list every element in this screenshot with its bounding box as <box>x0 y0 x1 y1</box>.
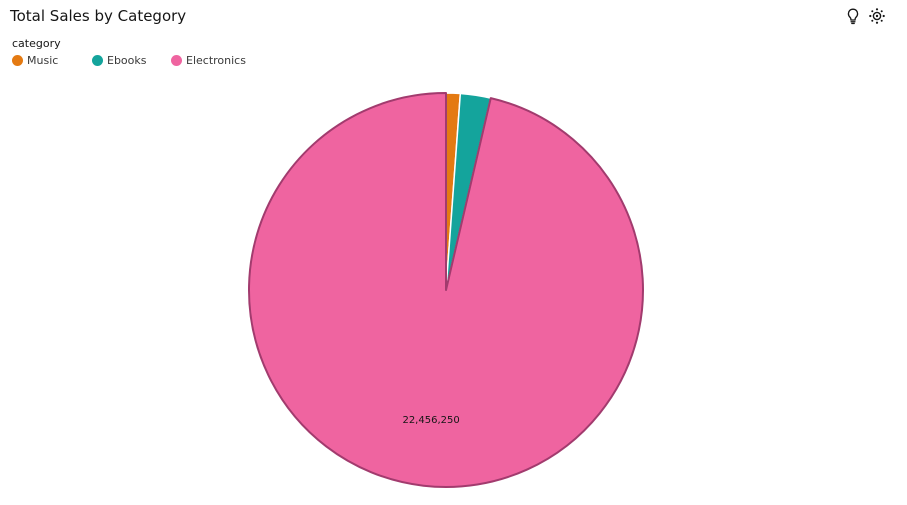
legend-item-music[interactable]: Music <box>12 52 58 68</box>
chart-header: Total Sales by Category <box>0 0 907 34</box>
chart-title: Total Sales by Category <box>10 7 187 25</box>
legend-label-ebooks: Ebooks <box>107 53 147 67</box>
legend-swatch-electronics <box>171 54 182 66</box>
legend-label-electronics: Electronics <box>186 53 246 67</box>
settings-icon <box>869 8 885 24</box>
legend-swatch-ebooks <box>92 54 103 66</box>
legend-label-music: Music <box>27 53 59 67</box>
settings-button[interactable] <box>867 6 887 26</box>
legend-item-ebooks[interactable]: Ebooks <box>92 52 147 68</box>
chart-legend: category Music Ebooks Electronics <box>12 37 312 68</box>
lightbulb-icon <box>847 8 859 25</box>
data-label-electronics: 22,456,250 <box>402 415 459 426</box>
pie-slice-electronics[interactable] <box>248 92 644 488</box>
legend-item-electronics[interactable]: Electronics <box>171 52 246 68</box>
legend-swatch-music <box>12 54 23 66</box>
legend-items: Music Ebooks Electronics <box>12 52 312 68</box>
legend-title: category <box>12 37 61 50</box>
lightbulb-button[interactable] <box>843 6 863 26</box>
